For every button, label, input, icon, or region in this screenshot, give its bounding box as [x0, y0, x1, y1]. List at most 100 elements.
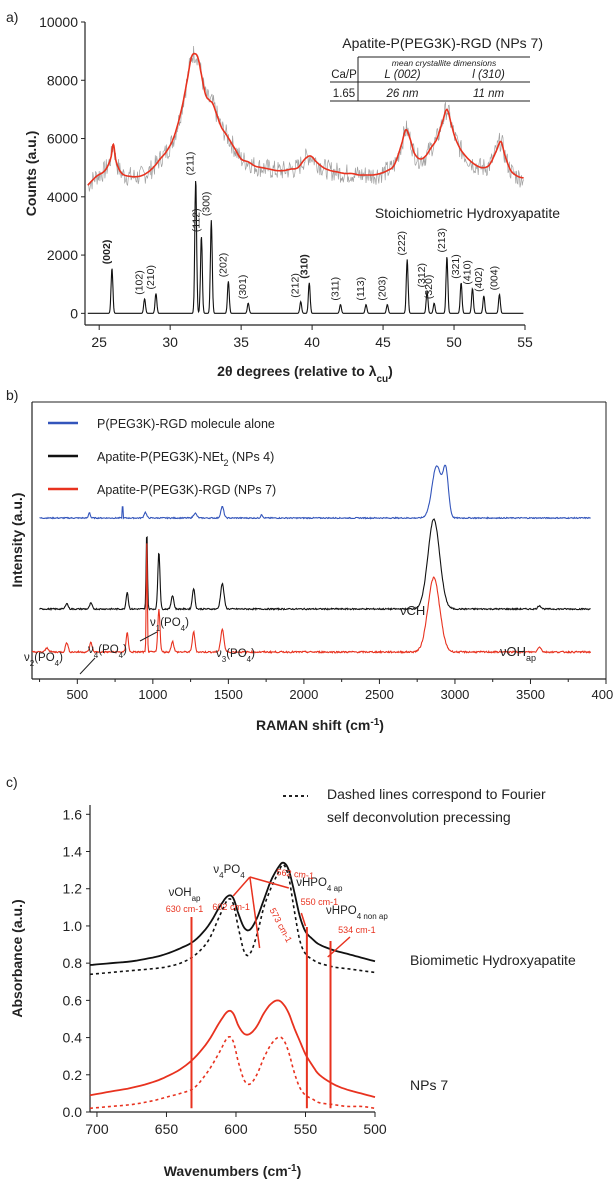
nu4-573-label: 573 cm-1: [268, 906, 294, 944]
x-tick-label: 500: [66, 687, 88, 702]
marker-value-550: 550 cm-1: [301, 897, 339, 907]
annotation-v3-po4: ν3(PO4): [216, 648, 255, 664]
marker-arrow: [327, 936, 351, 958]
marker-value-630: 630 cm-1: [166, 904, 204, 914]
x-tick-label: 35: [233, 334, 249, 350]
x-axis-title: 2θ degrees (relative to λcu): [217, 363, 393, 385]
panel-label-c: c): [6, 774, 18, 790]
peak-label: (113): [355, 277, 367, 301]
peak-label: (312): [416, 263, 428, 288]
table-cell: 11 nm: [473, 88, 505, 100]
x-tick-label: 650: [155, 1121, 179, 1137]
table-col-header: L (002): [384, 69, 420, 81]
peak-label: (311): [329, 277, 341, 301]
series-nps4: [39, 518, 591, 612]
annotation-v2-po4: ν2(PO4): [24, 652, 63, 668]
peak-label: (211): [185, 152, 197, 176]
x-tick-label: 1500: [214, 687, 243, 702]
annotation-v4-po4: ν4(PO4): [88, 644, 127, 660]
x-tick-label: 30: [162, 334, 178, 350]
y-axis-title: Absorbance (a.u.): [9, 899, 25, 1017]
x-tick-label: 1000: [138, 687, 167, 702]
legend-label: Apatite-P(PEG3K)-NEt2 (NPs 4): [97, 450, 274, 468]
nu4-arrow: [249, 876, 290, 889]
x-axis-title: RAMAN shift (cm-1): [256, 717, 384, 734]
peak-label: (203): [376, 276, 388, 301]
annotation-leader: [139, 631, 158, 642]
x-tick-label: 45: [375, 334, 391, 350]
x-tick-label: 500: [363, 1121, 387, 1137]
series-label-upper: Biomimetic Hydroxyapatite: [410, 952, 576, 968]
peak-label: (222): [396, 231, 408, 256]
y-tick-label: 0.4: [63, 1030, 83, 1046]
peak-label: (402): [473, 267, 485, 292]
x-tick-label: 50: [446, 334, 462, 350]
x-tick-label: 700: [85, 1121, 109, 1137]
x-tick-label: 25: [91, 334, 107, 350]
x-tick-label: 600: [224, 1121, 248, 1137]
peak-label: (002): [101, 240, 113, 265]
series-nps7-smoothed: [87, 52, 524, 186]
y-tick-label: 0.2: [63, 1067, 83, 1083]
table-group-header: mean crystallite dimensions: [392, 58, 497, 68]
table-col-header: Ca/P: [331, 69, 357, 81]
series-stoichiometric-ha: [87, 180, 524, 314]
y-tick-label: 0.8: [63, 955, 83, 971]
y-tick-label: 1.0: [63, 918, 83, 934]
peak-label: (004): [488, 266, 500, 291]
peak-label: (212): [290, 273, 302, 298]
y-tick-label: 1.6: [63, 806, 83, 822]
x-tick-label: 55: [517, 334, 533, 350]
legend-label: P(PEG3K)-RGD molecule alone: [97, 417, 275, 431]
y-tick-label: 0.0: [63, 1104, 83, 1120]
panel-c-ftir-chart: c) 0.0 0.2 0.4 0.6 0.8 1.0 1.2 1.4 1.6 700 650 600 55…: [6, 774, 576, 1179]
annotation-v1-po4: ν1(PO4): [150, 617, 189, 633]
x-tick-label: 2000: [289, 687, 318, 702]
series-nps7: [89, 999, 376, 1098]
peak-label: (310): [298, 254, 310, 279]
x-tick-label: 4000: [592, 687, 613, 702]
x-tick-label: 3000: [440, 687, 469, 702]
annotation-voh: νOHap: [500, 644, 536, 663]
x-tick-label: 2500: [365, 687, 394, 702]
peak-label: (410): [461, 260, 473, 285]
legend-text-line2: self deconvolution precessing: [327, 809, 511, 825]
peak-label: (102): [134, 270, 146, 295]
y-tick-label: 6000: [47, 131, 78, 147]
y-tick-label: 0: [70, 305, 78, 321]
nu4-562-label: 562 cm-1: [276, 867, 314, 881]
nu4-po4-label: ν4PO4: [213, 864, 245, 880]
sample-title: Apatite-P(PEG3K)-RGD (NPs 7): [342, 35, 543, 51]
nu4-arrow: [249, 876, 261, 949]
peak-label: (213): [436, 228, 448, 253]
annotation-vch: νCH: [400, 603, 425, 618]
y-axis-title: Counts (a.u.): [23, 131, 39, 217]
marker-arrow: [300, 912, 307, 927]
reference-label: Stoichiometric Hydroxyapatite: [375, 205, 560, 221]
y-tick-label: 8000: [47, 72, 78, 88]
y-tick-label: 4000: [47, 189, 78, 205]
peak-label: (300): [200, 192, 212, 217]
marker-label-vhpo4-nonap: νHPO4 non ap: [326, 905, 388, 921]
y-tick-label: 1.2: [63, 881, 83, 897]
peak-label: (202): [217, 253, 229, 278]
series-nps7-fsd: [89, 1036, 376, 1110]
marker-value-534: 534 cm-1: [338, 925, 376, 935]
annotation-leader: [79, 657, 96, 675]
peak-label: (320): [423, 275, 435, 300]
series-raw-noisy: [87, 45, 524, 192]
series-bha: [89, 861, 376, 966]
y-tick-label: 10000: [39, 14, 78, 30]
crystallite-table: mean crystallite dimensions Ca/P L (002) l …: [330, 56, 530, 102]
series-bha-fsd: [89, 863, 376, 976]
panel-label-b: b): [6, 390, 18, 403]
legend-label: Apatite-P(PEG3K)-RGD (NPs 7): [97, 483, 276, 497]
panel-label-a: a): [6, 9, 18, 25]
peak-label: (112): [190, 208, 202, 232]
peak-label: (301): [237, 275, 249, 300]
marker-label-vhpo4-ap: νHPO4 ap: [296, 877, 343, 893]
panel-b-raman-chart: b) 500 1000 1500 2000 2500 3000 3500 4000 Intensi…: [6, 390, 613, 734]
marker-label-voh: νOHap: [169, 887, 201, 903]
y-tick-label: 0.6: [63, 992, 83, 1008]
table-col-header: l (310): [472, 69, 505, 81]
